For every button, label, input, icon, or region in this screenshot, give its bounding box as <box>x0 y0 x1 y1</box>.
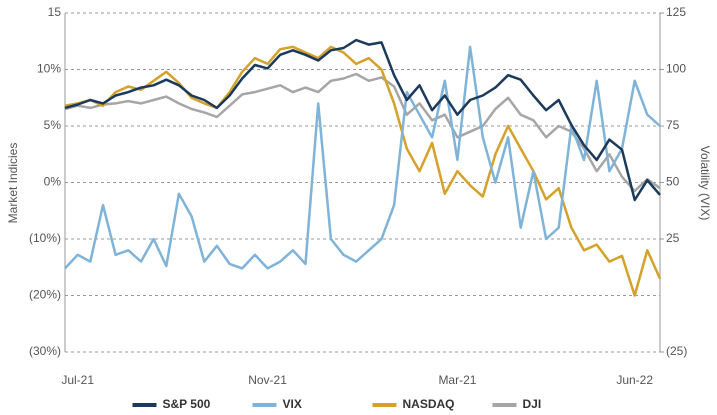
series-line <box>64 45 661 270</box>
y-tick-label: (20%) <box>29 288 61 302</box>
y2-tick-label: (25) <box>666 344 687 358</box>
y2-tick-label: 75 <box>666 118 680 132</box>
y2-axis-title: Volatility (VIX) <box>698 146 712 221</box>
y-axis-title: Market Indicies <box>6 143 20 224</box>
legend-label: VIX <box>283 397 302 411</box>
y2-tick-label: 100 <box>666 62 686 76</box>
y-tick-label: 5% <box>44 118 62 132</box>
y2-tick-label: 125 <box>666 5 686 19</box>
x-tick-label: Jul-21 <box>61 373 94 387</box>
y-tick-label: (30%) <box>29 344 61 358</box>
series-line <box>64 45 662 297</box>
y-tick-label: (10%) <box>29 231 61 245</box>
series-line <box>64 72 661 193</box>
series-line <box>64 38 661 202</box>
y-tick-label: 0% <box>44 175 62 189</box>
x-tick-label: Mar-21 <box>438 373 476 387</box>
x-tick-label: Jun-22 <box>616 373 653 387</box>
legend-label: NASDAQ <box>403 397 455 411</box>
x-tick-label: Nov-21 <box>248 373 287 387</box>
y2-tick-label: 25 <box>666 231 680 245</box>
legend-label: DJI <box>523 397 542 411</box>
y-tick-label: 10% <box>37 62 61 76</box>
y2-tick-label: 50 <box>666 175 680 189</box>
legend-label: S&P 500 <box>163 397 211 411</box>
y-tick-label: 15 <box>48 5 62 19</box>
